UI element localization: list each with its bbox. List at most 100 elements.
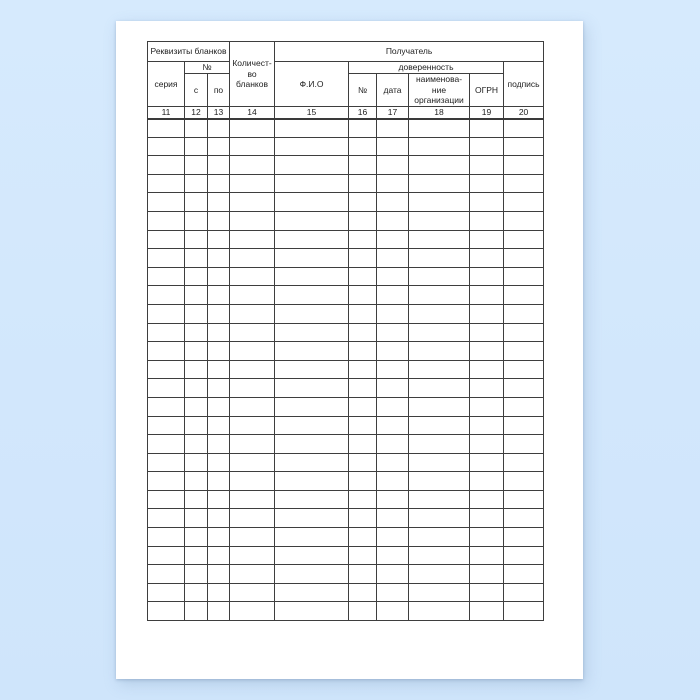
empty-cell [206,508,231,529]
empty-row [147,582,545,603]
empty-cell [503,322,545,343]
empty-cell [274,192,350,212]
empty-cell [229,564,276,584]
empty-cell [147,396,185,417]
empty-cell [229,210,276,231]
empty-cell [206,285,231,305]
empty-cell [408,192,471,212]
empty-cell [469,155,505,175]
empty-cell [348,192,378,212]
column-number: 18 [408,105,471,120]
empty-cell [206,136,231,157]
empty-cell [348,210,378,231]
empty-cell [206,452,231,473]
empty-cell [147,229,185,250]
empty-row [147,155,545,175]
column-number: 11 [147,105,185,120]
empty-cell [229,285,276,305]
empty-cell [503,210,545,231]
empty-cell [348,359,378,380]
empty-cell [206,173,231,194]
column-number: 13 [206,105,231,120]
empty-cell [348,527,378,547]
empty-cell [206,601,231,622]
empty-row [147,266,545,287]
empty-cell [348,173,378,194]
header-signature: подпись [503,61,545,107]
empty-row [147,322,545,343]
empty-cell [274,248,350,268]
empty-cell [503,489,545,510]
header-poa-number: № [348,73,378,107]
empty-cell [469,396,505,417]
empty-cell [408,378,471,398]
empty-cell [376,248,410,268]
header-number-group: № [183,61,231,74]
empty-cell [376,210,410,231]
empty-cell [184,229,208,250]
empty-cell [348,303,378,324]
empty-cell [206,434,231,454]
paper-sheet: Реквизиты бланков Количест-во бланков По… [116,21,583,679]
empty-cell [147,210,185,231]
header-row-groups: Реквизиты бланков Количест-во бланков По… [146,41,545,107]
empty-cell [503,118,545,138]
empty-cell [469,118,505,138]
empty-cell [376,545,410,566]
empty-cell [274,471,350,491]
empty-cell [206,545,231,566]
empty-cell [348,601,378,622]
empty-cell [147,601,185,622]
empty-cell [376,341,410,361]
empty-cell [408,229,471,250]
empty-cell [469,266,505,287]
empty-cell [376,229,410,250]
empty-cell [376,471,410,491]
empty-row [147,527,545,547]
empty-cell [376,582,410,603]
empty-cell [229,173,276,194]
empty-cell [469,434,505,454]
empty-cell [184,266,208,287]
empty-cell [206,118,231,138]
empty-row [147,452,545,473]
empty-row [147,229,545,250]
header-poa-date: дата [376,73,410,107]
empty-cell [229,489,276,510]
empty-cell [184,582,208,603]
empty-cell [348,285,378,305]
empty-cell [348,396,378,417]
empty-cell [469,471,505,491]
empty-cell [274,155,350,175]
empty-cell [274,508,350,529]
empty-cell [376,285,410,305]
empty-cell [469,489,505,510]
empty-cell [376,155,410,175]
empty-cell [274,136,350,157]
empty-cell [408,452,471,473]
empty-cell [348,378,378,398]
empty-cell [503,434,545,454]
header-to: по [206,73,231,107]
empty-cell [147,508,185,529]
empty-cell [206,489,231,510]
empty-cell [376,378,410,398]
empty-cell [147,173,185,194]
empty-cell [206,564,231,584]
empty-cell [376,396,410,417]
column-number: 12 [184,105,208,120]
empty-cell [469,415,505,436]
empty-cell [229,582,276,603]
empty-cell [469,564,505,584]
empty-cell [408,210,471,231]
empty-cell [469,303,505,324]
empty-cell [184,118,208,138]
empty-cell [147,452,185,473]
empty-cell [348,229,378,250]
empty-cell [348,452,378,473]
empty-cell [503,341,545,361]
empty-row [147,285,545,305]
empty-cell [147,341,185,361]
empty-cell [184,378,208,398]
empty-cell [503,173,545,194]
